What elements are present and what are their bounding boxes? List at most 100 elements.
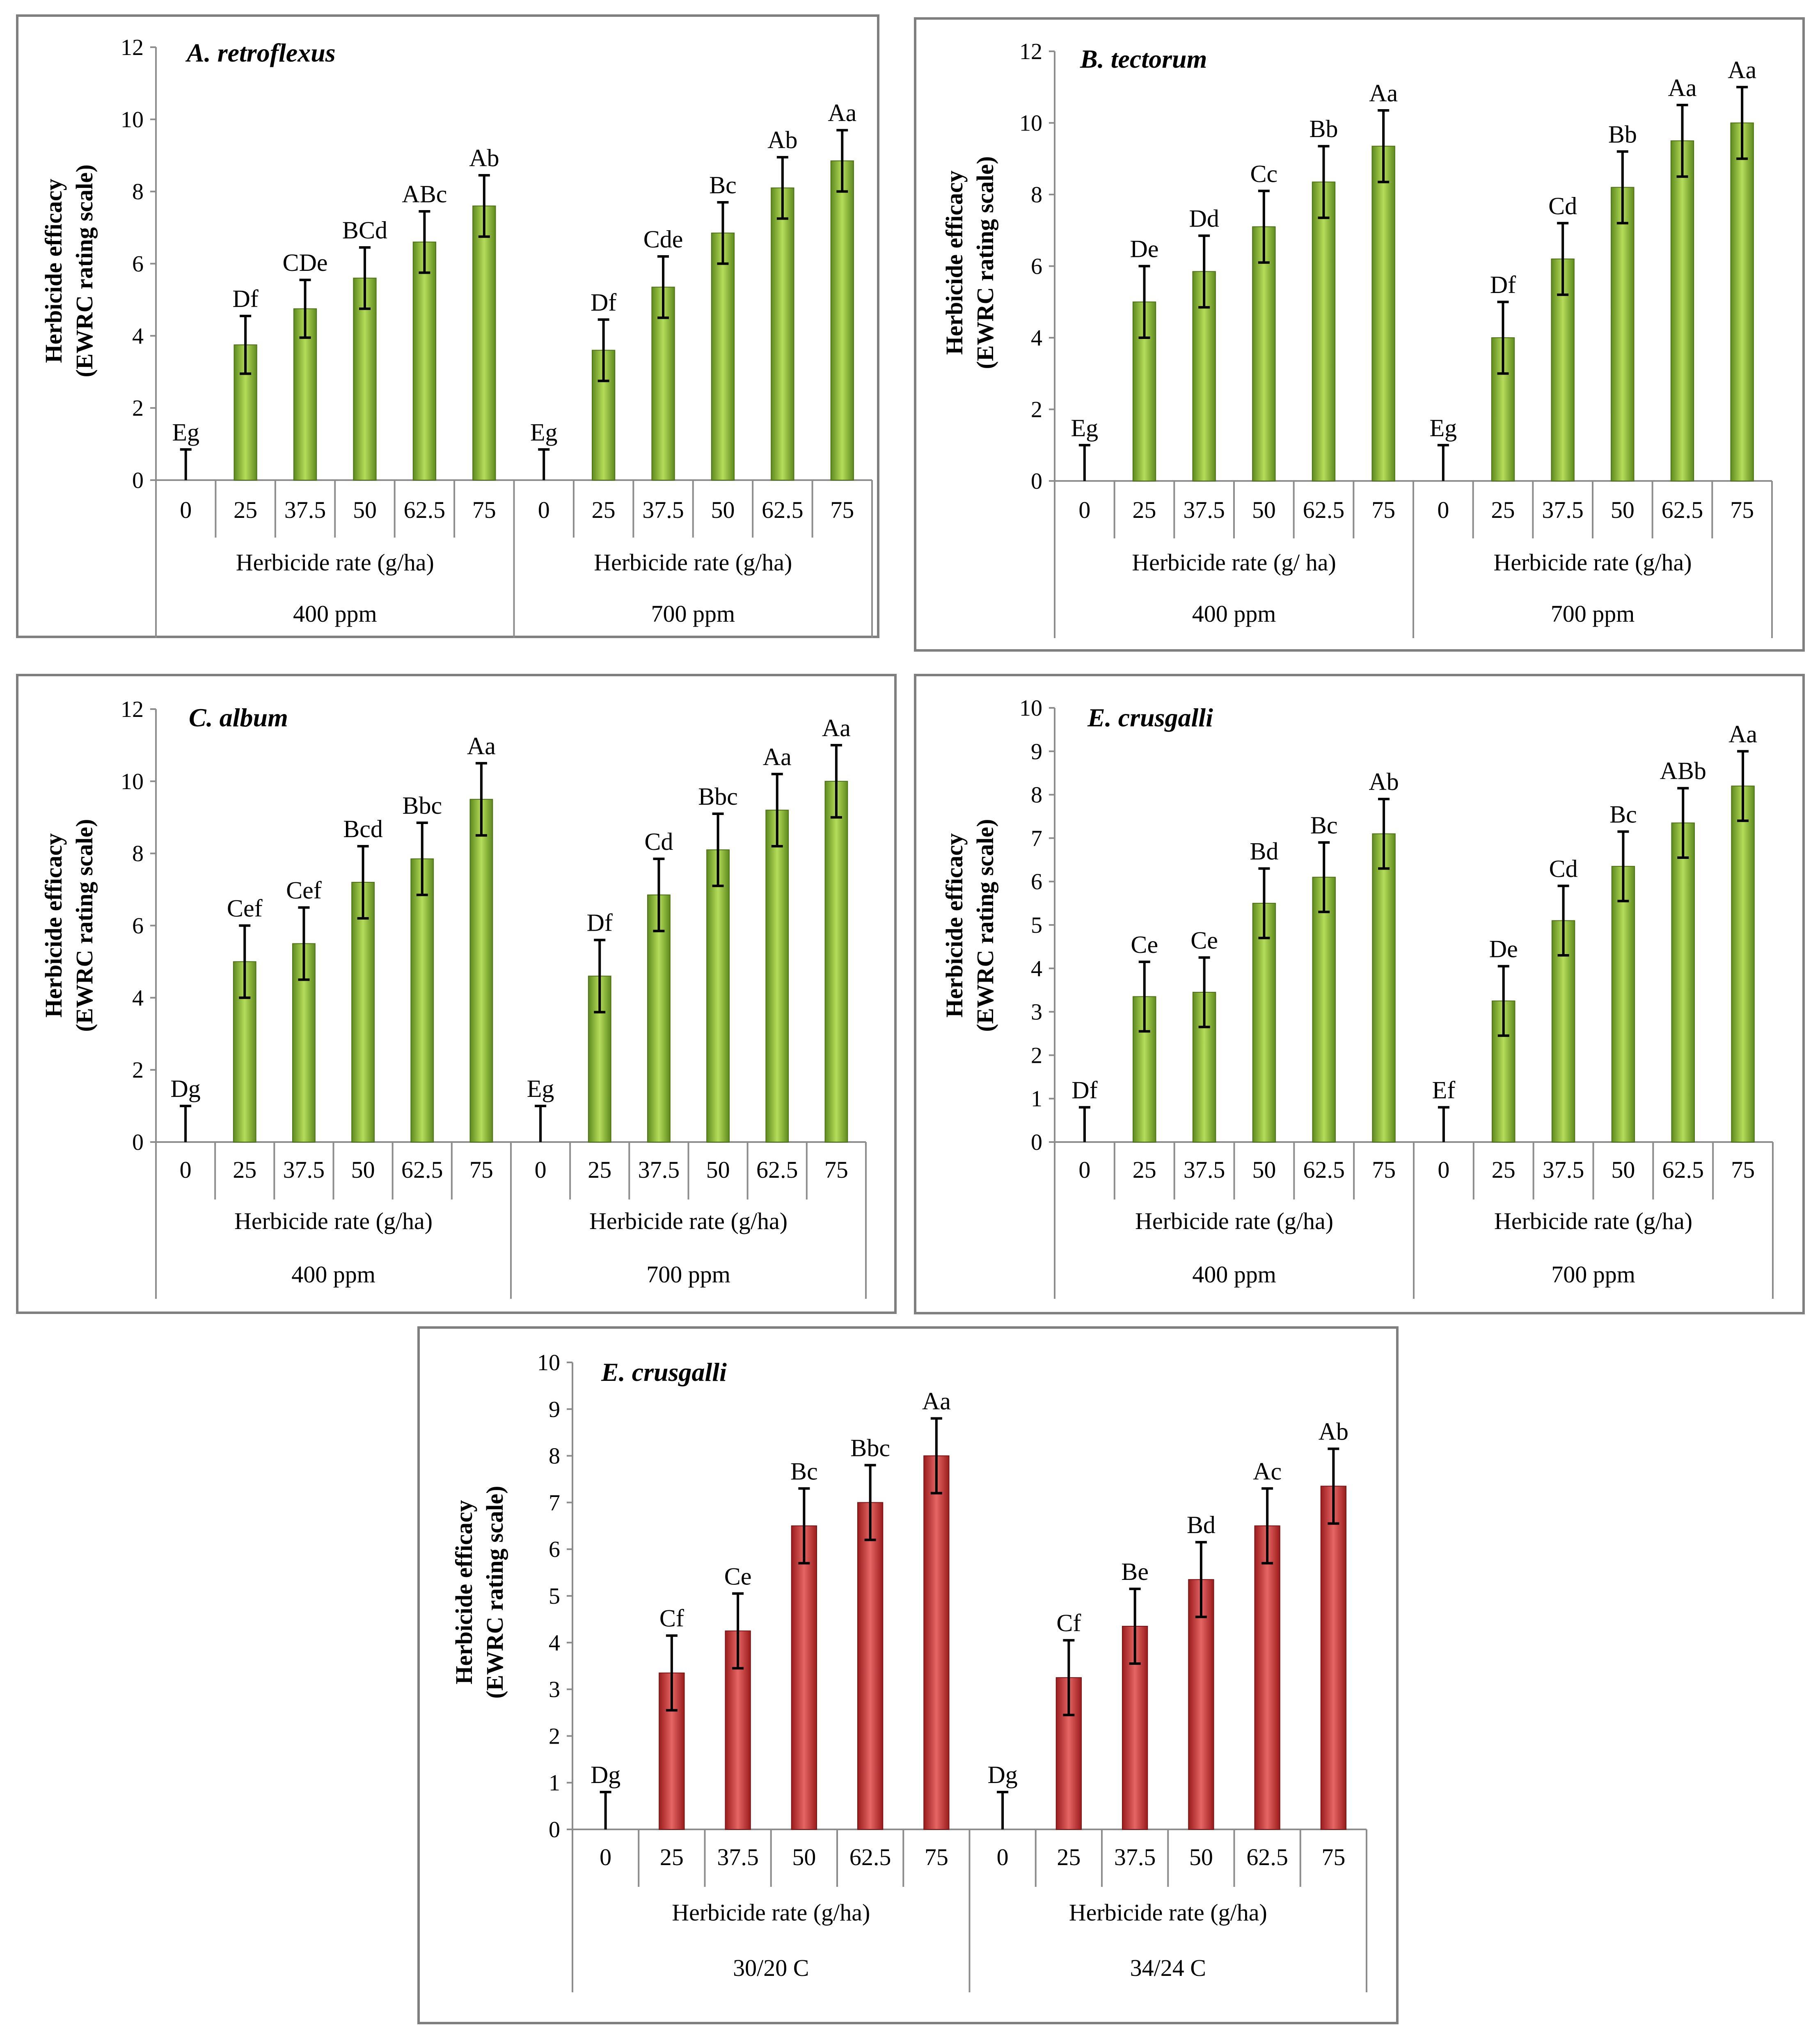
y-tick-label: 4 [1031,956,1042,982]
bar[interactable] [1611,187,1635,481]
bar[interactable] [824,781,848,1143]
y-tick-label: 0 [132,1130,144,1155]
y-tick-label: 0 [1031,1130,1042,1155]
y-tick-label: 6 [1031,869,1042,895]
bar[interactable] [1670,140,1694,481]
x-tick-label: 37.5 [1542,497,1584,523]
data-label: Cde [643,226,683,253]
x-tick-label: 75 [824,1156,848,1183]
chart-panel-5: 0 1 2 3 4 5 6 7 8 9 10 Herbicide efficacy (EWRC rati… [417,1326,1399,2024]
data-label: De [1130,236,1159,263]
panel-frame [914,674,1805,1314]
data-label: Be [1121,1558,1149,1585]
x-tick-label: 75 [1321,1844,1345,1870]
data-label: Dg [987,1761,1017,1788]
x-tick-label: 75 [1730,497,1754,523]
x-axis-title: Herbicide rate (g/ha) [1494,1208,1692,1234]
bar[interactable] [1312,181,1336,481]
chart-title: A. retroflexus [185,38,336,67]
bar[interactable] [353,277,377,481]
chart-panel-2: 0 2 4 6 8 10 12 Herbicide efficacy (EWRC rating … [914,17,1805,652]
chart-title: E. crusgalli [1087,703,1213,732]
bar[interactable] [410,858,434,1143]
data-label: Dg [170,1075,200,1102]
panel-frame [417,1326,1399,2024]
x-tick-label: 37.5 [1184,1156,1225,1183]
y-tick-label: 0 [1031,469,1042,494]
bar[interactable] [1671,822,1695,1142]
bar[interactable] [1320,1486,1347,1830]
data-label: Eg [527,1075,554,1102]
bar[interactable] [791,1525,817,1830]
y-tick-label: 2 [1031,397,1042,423]
y-tick-label: 3 [1031,1000,1042,1025]
y-tick-label: 10 [537,1350,560,1376]
y-tick-label: 6 [132,913,144,939]
data-label: Cd [1549,855,1578,882]
data-label: Bd [1187,1511,1216,1538]
group-label: 700 ppm [1551,1261,1635,1288]
data-label: Bbc [698,783,738,810]
group-label: 34/24 C [1130,1955,1206,1981]
bar[interactable] [469,799,493,1142]
bar[interactable] [830,160,854,481]
y-axis-subtitle: (EWRC rating scale) [481,1486,508,1699]
y-axis-subtitle: (EWRC rating scale) [71,165,98,378]
bar[interactable] [1551,920,1575,1142]
y-tick-label: 12 [121,697,144,722]
y-tick-label: 6 [132,252,144,277]
bar[interactable] [1611,866,1635,1142]
bar[interactable] [706,849,730,1142]
bar[interactable] [711,232,735,481]
bar[interactable] [771,187,794,481]
y-tick-label: 6 [549,1537,560,1562]
bar[interactable] [857,1502,884,1830]
bar[interactable] [1252,226,1276,481]
bar[interactable] [1730,122,1754,481]
data-label: Dg [591,1761,620,1788]
data-label: Cd [644,828,673,855]
group-label: 400 ppm [1192,1261,1276,1288]
bar[interactable] [351,882,375,1142]
bar[interactable] [1188,1579,1214,1830]
data-label: Dd [1189,205,1219,232]
bar[interactable] [647,894,671,1142]
y-axis-title: Herbicide efficacy [941,833,968,1017]
x-tick-label: 75 [925,1844,948,1870]
y-tick-label: 8 [132,179,144,205]
y-axis-subtitle: (EWRC rating scale) [972,156,998,369]
y-tick-label: 10 [121,769,144,794]
data-label: Bb [1309,115,1338,142]
bar[interactable] [923,1455,950,1830]
x-tick-label: 50 [1611,497,1635,523]
data-label: Aa [822,714,851,742]
y-tick-label: 4 [549,1630,560,1656]
data-label: Eg [530,419,558,446]
x-axis-title: Herbicide rate (g/ha) [236,549,434,576]
data-label: Bcd [343,815,383,842]
bar[interactable] [1312,877,1336,1143]
y-tick-label: 1 [1031,1086,1042,1112]
bar[interactable] [472,205,496,481]
bar[interactable] [412,241,437,481]
bar[interactable] [1252,903,1276,1143]
x-tick-label: 37.5 [1183,497,1225,523]
data-label: Bbc [850,1434,890,1461]
data-label: Eg [1430,414,1457,442]
x-tick-label: 62.5 [849,1844,891,1870]
bar[interactable] [1371,146,1395,481]
data-label: Cf [1056,1609,1081,1637]
x-tick-label: 37.5 [638,1156,680,1183]
data-label: Bc [1310,812,1338,839]
y-tick-label: 4 [1031,325,1042,351]
bar[interactable] [1372,833,1396,1142]
x-tick-label: 62.5 [1303,1156,1345,1183]
x-tick-label: 50 [1189,1844,1213,1870]
x-tick-label: 75 [469,1156,493,1183]
bar[interactable] [765,810,789,1142]
panel-frame [16,674,897,1314]
x-tick-label: 62.5 [1662,1156,1704,1183]
bar[interactable] [1254,1525,1280,1830]
bar[interactable] [1731,785,1755,1142]
